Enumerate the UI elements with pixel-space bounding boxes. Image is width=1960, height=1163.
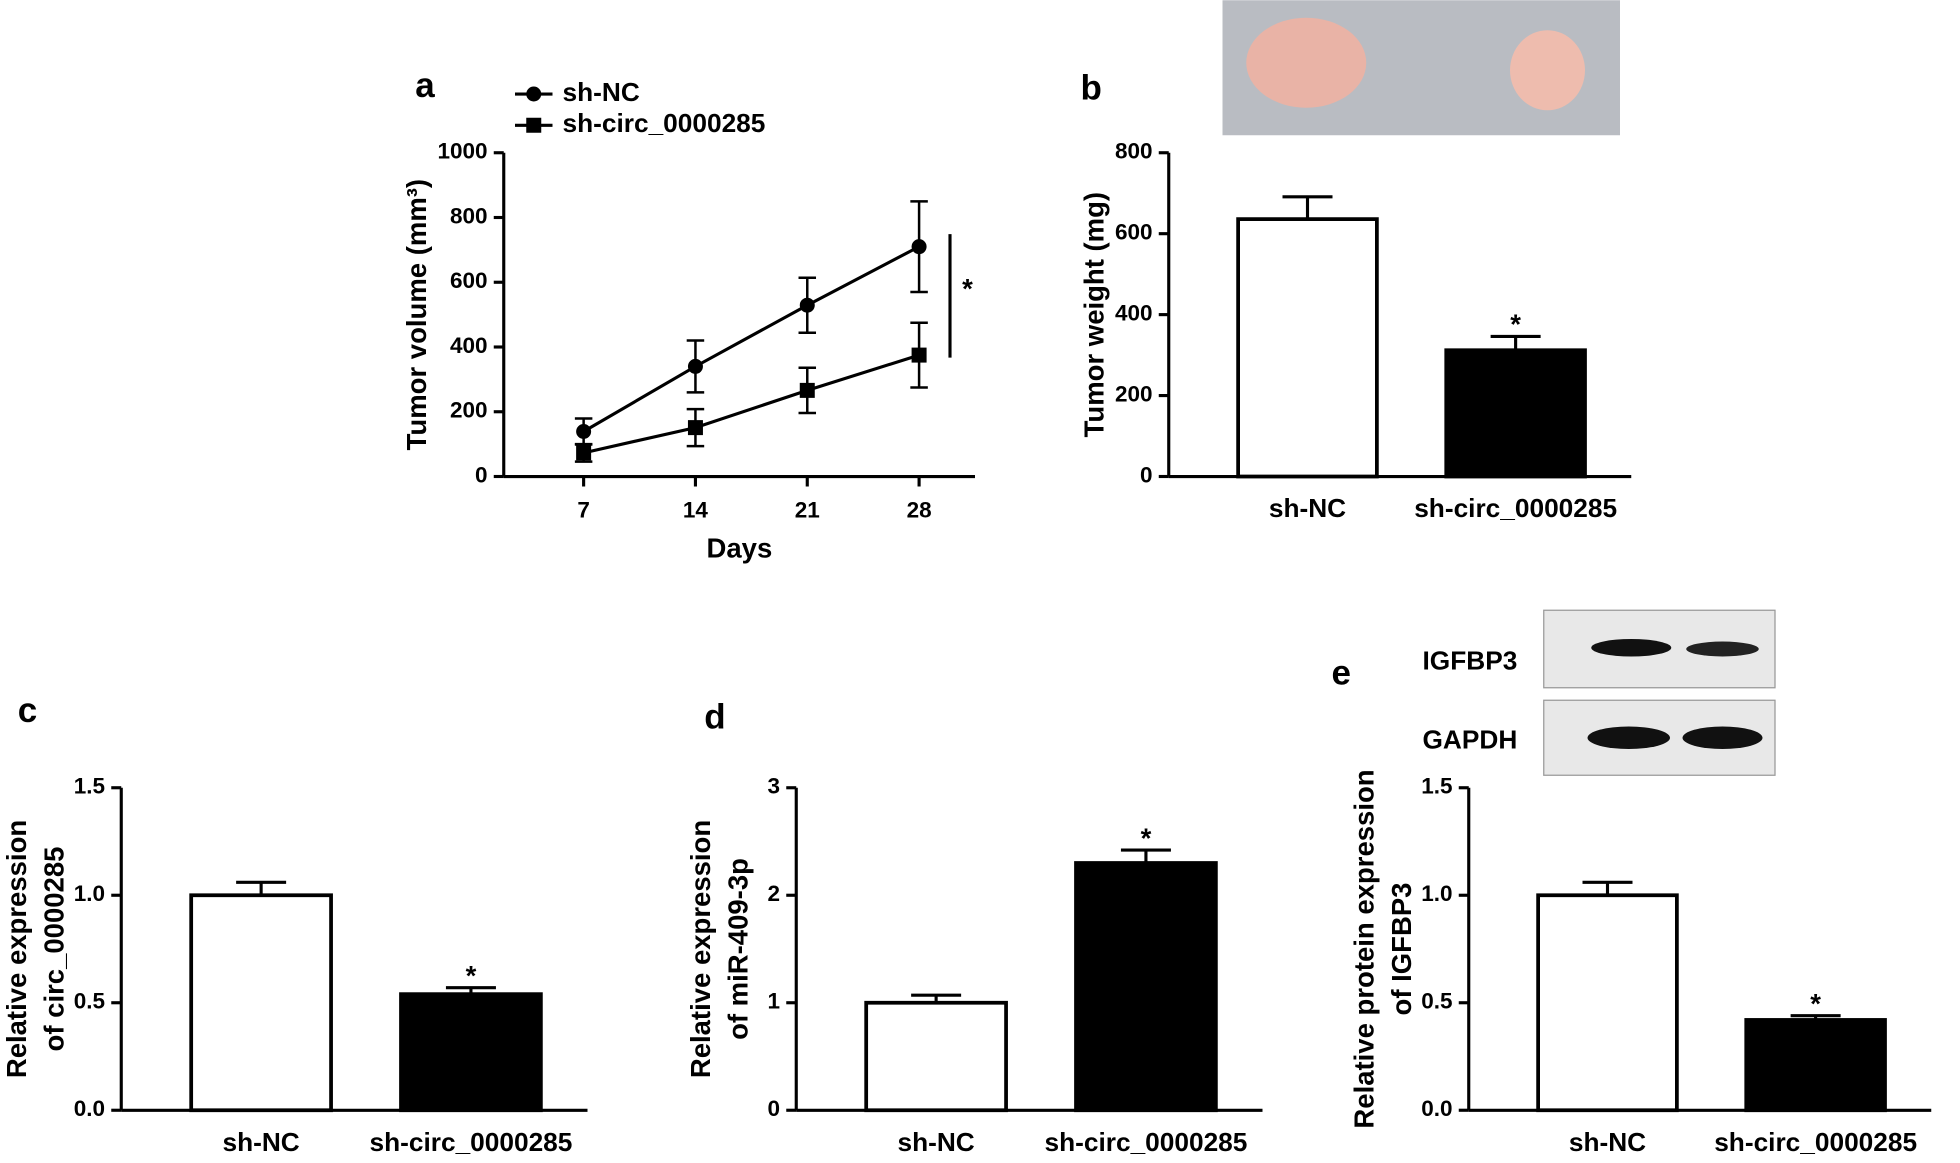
marker: [687, 358, 703, 374]
bar: [1744, 1018, 1887, 1113]
y-tick-label: 200: [450, 398, 488, 423]
significance-label: *: [1141, 822, 1152, 853]
y-axis-label: of circ_0000285: [39, 847, 70, 1052]
y-tick-label: 1.5: [1421, 774, 1452, 799]
x-axis-label: Days: [707, 533, 773, 564]
y-tick-label: 0.0: [74, 1096, 105, 1121]
bar: [1236, 217, 1379, 479]
y-axis-label: of miR-409-3p: [722, 858, 753, 1040]
y-tick-label: 800: [1115, 139, 1153, 164]
x-tick-label: sh-NC: [897, 1127, 974, 1157]
blot-band: [1587, 726, 1670, 749]
x-tick-label: sh-NC: [1269, 493, 1346, 523]
x-tick-label: sh-circ_0000285: [1714, 1127, 1917, 1157]
y-tick-label: 400: [1115, 301, 1153, 326]
x-tick-label: 21: [795, 497, 820, 522]
y-tick-label: 400: [450, 333, 488, 358]
marker: [911, 239, 927, 255]
x-tick-label: sh-circ_0000285: [1045, 1127, 1248, 1157]
western-blot: IGFBP3 GAPDH: [1423, 609, 1776, 776]
panel-letter: d: [704, 697, 725, 736]
x-tick-label: sh-NC: [1569, 1127, 1646, 1157]
bar: [864, 1000, 1008, 1113]
y-tick-label: 600: [1115, 220, 1153, 245]
significance-label: *: [1810, 988, 1821, 1019]
marker: [576, 445, 592, 461]
bar: [189, 893, 333, 1113]
y-tick-label: 200: [1115, 382, 1153, 407]
panel-letter: e: [1332, 654, 1351, 693]
series-line: [582, 245, 920, 433]
series-line: [583, 353, 920, 455]
y-axis-label: Tumor weight (mg): [1079, 192, 1110, 437]
blot-label: IGFBP3: [1423, 646, 1518, 676]
x-tick-label: sh-circ_0000285: [370, 1127, 573, 1157]
legend-marker: [526, 117, 542, 133]
y-axis-label: Relative protein expression: [1349, 769, 1380, 1128]
y-tick-label: 0: [767, 1096, 780, 1121]
bar: [1444, 348, 1587, 479]
y-tick-label: 0.5: [1421, 989, 1452, 1014]
legend-label: sh-NC: [563, 77, 640, 107]
blot-band: [1682, 726, 1763, 749]
y-axis-label: Tumor volume (mm³): [401, 179, 432, 450]
bar: [399, 992, 543, 1113]
panel-letter: b: [1081, 69, 1102, 108]
marker: [576, 423, 592, 439]
tumor-small: [1510, 30, 1585, 111]
y-tick-label: 0.5: [74, 989, 105, 1014]
y-tick-label: 3: [767, 774, 780, 799]
panel-letter: c: [18, 691, 37, 730]
y-tick-label: 800: [450, 203, 488, 228]
y-tick-label: 1000: [437, 139, 487, 164]
tumor-photo: [1222, 0, 1620, 136]
significance-label: *: [1510, 309, 1521, 340]
y-axis-label: of IGFBP3: [1386, 883, 1417, 1016]
blot-label: GAPDH: [1423, 724, 1518, 754]
blot-band: [1591, 639, 1672, 657]
legend-marker: [526, 86, 542, 102]
bar: [1536, 893, 1679, 1113]
x-tick-label: sh-NC: [222, 1127, 299, 1157]
y-tick-label: 0.0: [1421, 1096, 1452, 1121]
significance-label: *: [962, 273, 973, 304]
y-axis-label: Relative expression: [1, 820, 32, 1078]
marker: [911, 347, 927, 363]
significance-label: *: [466, 960, 477, 991]
marker: [799, 382, 815, 398]
y-tick-label: 2: [767, 881, 780, 906]
x-tick-label: 14: [683, 497, 709, 522]
blot-band: [1686, 641, 1759, 657]
y-axis-label: Relative expression: [685, 820, 716, 1078]
y-tick-label: 0: [475, 462, 488, 487]
tumor-large: [1246, 17, 1367, 108]
marker: [799, 297, 815, 313]
x-tick-label: 28: [907, 497, 932, 522]
legend-label: sh-circ_0000285: [563, 108, 766, 138]
y-tick-label: 1.5: [74, 774, 105, 799]
y-tick-label: 0: [1140, 462, 1153, 487]
y-tick-label: 1.0: [1421, 881, 1452, 906]
x-tick-label: sh-circ_0000285: [1414, 493, 1617, 523]
y-tick-label: 1.0: [74, 881, 105, 906]
y-tick-label: 1: [767, 989, 780, 1014]
bar: [1074, 861, 1218, 1113]
x-tick-label: 7: [577, 497, 590, 522]
y-tick-label: 600: [450, 268, 488, 293]
marker: [687, 420, 703, 436]
panel-letter: a: [415, 66, 435, 105]
